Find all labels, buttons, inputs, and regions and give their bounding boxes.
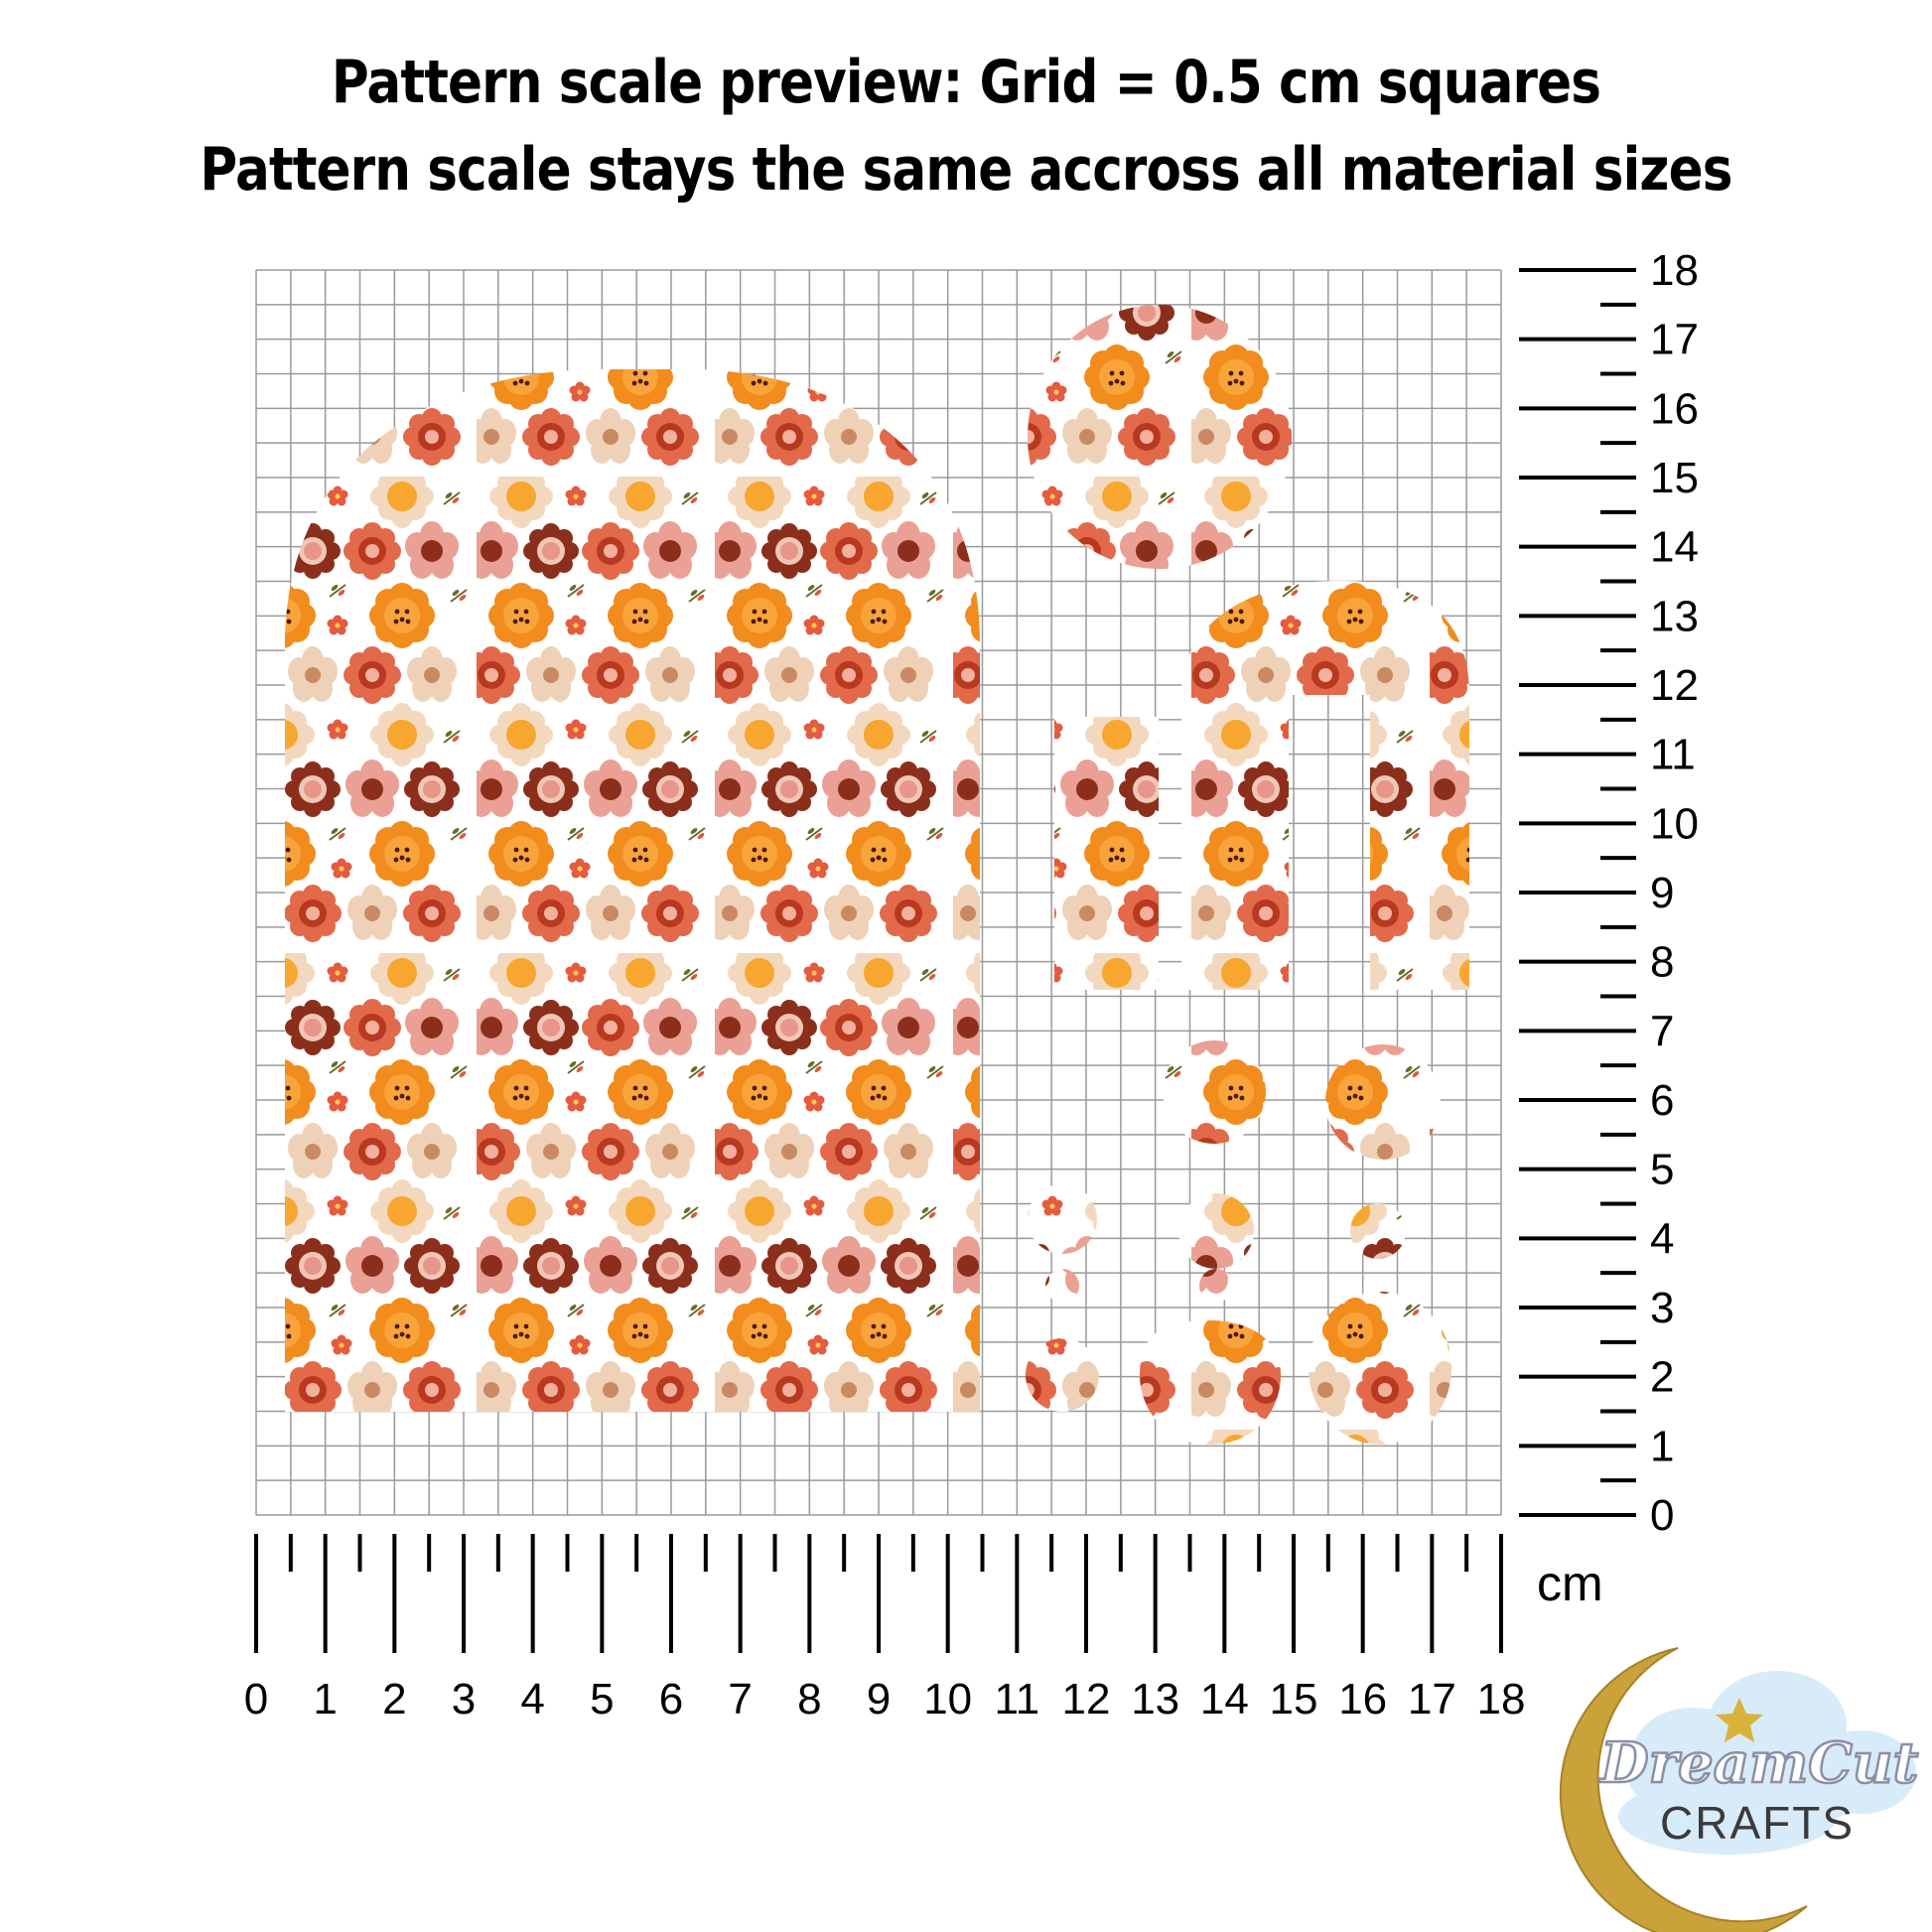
- x-axis-labels: 0 1 2 3 4 5 6 7 8 9 10 11 12 13 14 15 16 17 18: [244, 1675, 1526, 1724]
- small-circle-shape: [1163, 1040, 1266, 1144]
- small-circle-shape: [1028, 1184, 1097, 1254]
- y-tick-label: 4: [1650, 1214, 1674, 1263]
- y-tick-label: 8: [1650, 938, 1674, 987]
- y-tick-label: 0: [1650, 1491, 1674, 1540]
- y-tick-label: 13: [1650, 592, 1699, 640]
- y-tick-label: 12: [1650, 661, 1699, 710]
- x-tick-label: 16: [1338, 1675, 1387, 1724]
- small-circle-shape: [1178, 1193, 1254, 1269]
- y-tick-label: 3: [1650, 1284, 1674, 1332]
- small-circle-shape: [1325, 1044, 1441, 1160]
- small-circle-shape: [1026, 1338, 1099, 1412]
- x-tick-label: 2: [382, 1675, 406, 1724]
- brand-logo: DreamCut CRAFTS: [1559, 1647, 1920, 1932]
- x-tick-label: 17: [1408, 1675, 1456, 1724]
- header-line-2: Pattern scale stays the same accross all…: [200, 135, 1732, 205]
- small-rect-shape: [1054, 717, 1159, 990]
- x-tick-label: 6: [659, 1675, 683, 1724]
- small-circle-shape: [1199, 1269, 1233, 1303]
- x-tick-label: 0: [244, 1675, 268, 1724]
- y-tick-label: 15: [1650, 454, 1699, 502]
- x-tick-label: 13: [1131, 1675, 1179, 1724]
- x-tick-label: 3: [452, 1675, 476, 1724]
- pattern-shapes: [285, 305, 1469, 1445]
- y-tick-label: 17: [1650, 316, 1699, 364]
- cloud-icon: [1618, 1671, 1916, 1855]
- x-tick-label: 15: [1270, 1675, 1318, 1724]
- y-tick-label: 7: [1650, 1007, 1674, 1055]
- logo-text-crafts: CRAFTS: [1660, 1797, 1855, 1849]
- x-tick-label: 11: [994, 1675, 1039, 1724]
- y-tick-label: 16: [1650, 384, 1699, 433]
- y-tick-label: 1: [1650, 1422, 1674, 1470]
- x-tick-label: 18: [1477, 1675, 1526, 1724]
- x-tick-label: 8: [797, 1675, 821, 1724]
- x-tick-label: 9: [867, 1675, 891, 1724]
- bracket-arch-shape: [1181, 581, 1469, 990]
- x-tick-label: 10: [923, 1675, 972, 1724]
- y-tick-label: 14: [1650, 523, 1699, 572]
- y-tick-label: 11: [1650, 731, 1696, 779]
- circle-shape: [1028, 305, 1292, 569]
- x-tick-label: 7: [728, 1675, 752, 1724]
- unit-label: cm: [1537, 1556, 1603, 1611]
- small-circle-shape: [1350, 1203, 1406, 1259]
- y-tick-label: 5: [1650, 1146, 1674, 1194]
- large-arch-shape: [285, 369, 980, 1412]
- x-tick-label: 14: [1200, 1675, 1249, 1724]
- y-tick-label: 10: [1650, 799, 1699, 848]
- x-tick-label: 4: [520, 1675, 544, 1724]
- x-tick-label: 1: [313, 1675, 337, 1724]
- bottom-ruler: [254, 1534, 1503, 1653]
- oval-shape: [1309, 1292, 1451, 1445]
- small-circle-shape: [1045, 1269, 1079, 1303]
- moon-icon: [1559, 1647, 1808, 1932]
- star-icon: [1716, 1698, 1763, 1742]
- x-tick-label: 12: [1062, 1675, 1111, 1724]
- y-tick-label: 6: [1650, 1076, 1674, 1125]
- teardrop-shape: [1140, 1320, 1281, 1445]
- y-tick-label: 2: [1650, 1353, 1674, 1402]
- logo-text-dreamcut: DreamCut: [1598, 1730, 1919, 1796]
- right-ruler: [1519, 268, 1636, 1517]
- header-line-1: Pattern scale preview: Grid = 0.5 cm squ…: [331, 48, 1601, 117]
- y-tick-label: 9: [1650, 869, 1674, 917]
- x-tick-label: 5: [590, 1675, 614, 1724]
- y-tick-label: 18: [1650, 246, 1699, 295]
